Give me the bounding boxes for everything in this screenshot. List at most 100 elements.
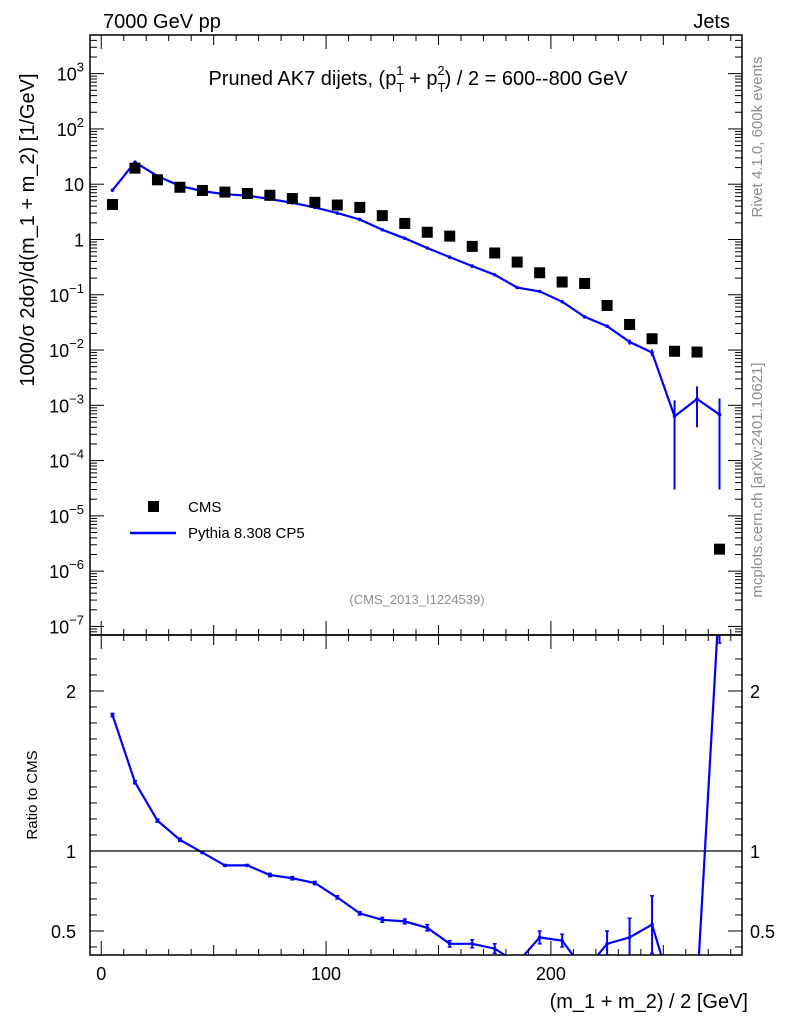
legend-label-cms: CMS	[188, 499, 221, 516]
legend-label-pythia: Pythia 8.308 CP5	[188, 525, 305, 542]
main-frame	[89, 34, 743, 636]
cms-point	[444, 230, 456, 242]
cms-point	[174, 181, 186, 193]
ratio-point	[110, 713, 115, 717]
main-ytick-label: 102	[57, 115, 84, 140]
ratio-xtick-label: 200	[536, 964, 566, 984]
pythia-point	[402, 236, 407, 241]
ratio-xlabel: (m_1 + m_2) / 2 [GeV]	[550, 991, 748, 1013]
ratio-point	[178, 838, 182, 842]
ratio-point	[335, 895, 340, 900]
cms-point	[129, 162, 141, 174]
cms-point	[286, 193, 298, 205]
pythia-point	[560, 299, 564, 304]
ratio-point	[200, 850, 205, 855]
cms-point	[196, 184, 208, 196]
ratio-line	[111, 635, 719, 955]
ratio-point	[470, 942, 475, 946]
pythia-point	[672, 414, 677, 419]
ratio-point	[605, 942, 609, 946]
pythia-point	[582, 314, 587, 319]
ratio-point	[245, 863, 250, 868]
ratio-ytick-label: 0.5	[51, 922, 76, 942]
ratio-point	[718, 593, 722, 597]
cms-point	[714, 543, 726, 555]
header-right: Jets	[693, 11, 730, 33]
ratio-point	[583, 969, 587, 973]
pythia-point	[717, 412, 722, 417]
ratio-point	[402, 919, 407, 924]
pythia-point	[357, 217, 362, 222]
cms-point	[376, 210, 388, 222]
cms-point	[151, 174, 163, 186]
ratio-point	[313, 881, 317, 885]
cms-point	[219, 186, 231, 198]
main-ytick-label: 10−3	[49, 391, 84, 416]
main-ytick-label: 10	[64, 175, 84, 195]
pythia-point	[492, 272, 497, 277]
pythia-point	[425, 246, 430, 250]
ratio-xtick-label: 0	[96, 964, 106, 984]
pythia-point	[695, 397, 699, 401]
cms-point	[669, 345, 681, 357]
cms-point	[331, 199, 343, 211]
ratio-point	[560, 938, 564, 943]
cms-point	[624, 318, 636, 330]
ratio-ytick-label-right: 0.5	[750, 922, 775, 942]
ratio-point	[425, 926, 430, 930]
ratio-point	[537, 935, 542, 940]
ratio-point	[695, 987, 699, 991]
ratio-ytick-label: 2	[66, 682, 76, 702]
ratio-point	[380, 918, 385, 922]
main-ytick-label: 10−5	[49, 502, 84, 527]
pythia-point	[650, 350, 654, 355]
ratio-ytick-label-right: 1	[750, 842, 760, 862]
main-ytick-label: 10−6	[49, 557, 84, 582]
ratio-point	[447, 942, 452, 946]
cms-point	[534, 267, 546, 279]
main-title: Pruned AK7 dijets, (pT1 + pT2) / 2 = 600…	[208, 63, 628, 95]
cms-point	[354, 201, 366, 213]
ratio-ytick-label-right: 2	[750, 682, 760, 702]
mcplots-label: mcplots.cern.ch [arXiv:2401.10621]	[749, 362, 766, 597]
cms-point	[106, 198, 118, 210]
pythia-point	[515, 285, 519, 290]
rivet-label: Rivet 4.1.0, 600k events	[749, 57, 766, 218]
ratio-point	[268, 873, 272, 877]
pythia-point	[335, 211, 340, 215]
ratio-point	[515, 961, 519, 965]
main-ytick-label: 1	[74, 230, 84, 250]
ratio-point	[357, 911, 362, 916]
ratio-point	[133, 780, 137, 784]
cms-point	[466, 240, 478, 252]
ratio-point	[290, 876, 295, 880]
cms-point	[691, 346, 703, 358]
main-ytick-label: 10−2	[49, 336, 84, 361]
ratio-point	[155, 818, 160, 823]
main-ytick-label: 10−1	[49, 281, 84, 306]
main-ytick-label: 10−4	[49, 447, 84, 472]
cms-point	[511, 256, 523, 268]
ratio-frame	[89, 634, 743, 956]
cms-point	[399, 217, 411, 229]
ratio-ylabel: Ratio to CMS	[24, 750, 41, 839]
pythia-point	[537, 289, 542, 294]
legend-marker-cms	[148, 501, 159, 512]
legend: CMS Pythia 8.308 CP5	[130, 499, 305, 542]
cms-point	[421, 226, 433, 238]
ratio-point	[627, 935, 632, 940]
ratio-xtick-label: 100	[311, 964, 341, 984]
ratio-point	[650, 922, 654, 927]
main-ylabel: 1000/σ 2dσ)/d(m_1 + m_2) [1/GeV]	[17, 73, 39, 386]
main-ytick-label: 10−7	[49, 612, 84, 637]
pythia-point	[110, 188, 115, 192]
analysis-annotation: (CMS_2013_I1224539)	[349, 592, 484, 607]
cms-point	[601, 299, 613, 311]
cms-point	[309, 196, 321, 208]
pythia-point	[447, 255, 452, 259]
pythia-point	[470, 264, 475, 268]
cms-point	[264, 189, 276, 201]
pythia-point	[627, 340, 632, 344]
pythia-point	[380, 227, 385, 232]
